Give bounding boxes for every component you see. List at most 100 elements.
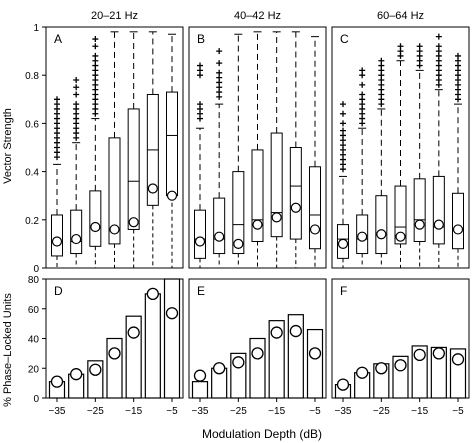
x-tick-label: −5 xyxy=(309,406,321,417)
mean-marker xyxy=(309,224,321,235)
x-tick-label: −15 xyxy=(125,406,142,417)
outlier xyxy=(397,43,404,50)
outlier xyxy=(73,84,80,91)
marker xyxy=(127,326,140,339)
mean-marker xyxy=(271,212,282,223)
mean-marker xyxy=(433,219,444,230)
bar xyxy=(144,293,161,399)
box-body xyxy=(127,108,140,230)
box xyxy=(127,31,140,269)
box xyxy=(70,77,83,269)
box xyxy=(289,31,302,269)
outlier xyxy=(435,33,442,40)
box-body xyxy=(70,209,83,255)
panels: A 20–21 Hz 0 0.2 0.4 0.6 0.8 1 B 40–42 Hz C 60–64 H… xyxy=(25,10,470,417)
box-body xyxy=(108,137,121,245)
mean-marker xyxy=(395,231,406,242)
box xyxy=(51,96,63,269)
marker xyxy=(308,347,322,360)
mean-marker xyxy=(357,231,368,242)
y-axis-label-top: Vector Strength xyxy=(2,108,14,184)
x-tick-label: −5 xyxy=(452,406,464,417)
marker xyxy=(70,368,83,381)
panel-letter: E xyxy=(197,284,205,298)
outlier xyxy=(92,52,99,59)
marker xyxy=(232,356,245,369)
box xyxy=(146,31,159,269)
y-tick-label: 80 xyxy=(28,275,40,286)
marker xyxy=(413,348,426,362)
mean-marker xyxy=(90,221,101,233)
marker xyxy=(213,362,226,375)
mean-marker xyxy=(51,236,63,247)
y-tick-label: 0.8 xyxy=(25,71,39,82)
box xyxy=(337,101,349,269)
outlier xyxy=(197,62,203,69)
outlier xyxy=(92,36,99,43)
outlier xyxy=(378,57,385,64)
marker xyxy=(193,369,207,382)
box-body xyxy=(394,185,407,245)
box xyxy=(394,43,407,269)
marker xyxy=(108,347,121,360)
x-tick-label: −35 xyxy=(49,406,66,417)
panel-A: A 20–21 Hz 0 0.2 0.4 0.6 0.8 1 xyxy=(25,10,184,275)
outlier xyxy=(340,127,346,134)
mean-marker xyxy=(147,183,158,194)
mean-marker xyxy=(414,219,425,230)
panel-letter: C xyxy=(340,32,349,46)
panel-title: 40–42 Hz xyxy=(234,10,281,22)
outlier xyxy=(359,81,366,88)
panel-E: E −35 −25 −15 −5 xyxy=(188,278,327,417)
y-tick-label: 0 xyxy=(33,394,39,405)
box-body xyxy=(251,149,264,242)
x-tick-label: −15 xyxy=(268,406,285,417)
outlier xyxy=(359,67,366,74)
marker xyxy=(165,307,179,320)
box-body xyxy=(289,147,302,240)
outlier xyxy=(359,91,366,98)
bar xyxy=(306,328,324,399)
box xyxy=(309,36,321,269)
box xyxy=(194,62,206,269)
mean-marker xyxy=(376,229,387,240)
box xyxy=(251,31,264,269)
marker xyxy=(375,362,388,375)
mean-marker xyxy=(252,219,263,230)
x-tick-label: −5 xyxy=(166,406,178,417)
box xyxy=(452,52,464,269)
mean-marker xyxy=(233,238,244,249)
y-tick-label: 0.6 xyxy=(25,119,39,130)
box xyxy=(270,31,283,269)
box-body xyxy=(375,195,388,255)
y-tick-label: 40 xyxy=(28,335,40,346)
marker xyxy=(89,363,102,376)
outlier xyxy=(73,77,80,84)
marker xyxy=(394,359,407,372)
bar xyxy=(163,278,181,399)
y-tick-label: 1 xyxy=(33,23,39,34)
box-body xyxy=(452,192,464,250)
mean-marker xyxy=(128,217,139,228)
y-axis-label-bottom: % Phase–Locked Units xyxy=(2,293,14,407)
box-body xyxy=(309,166,321,250)
mean-marker xyxy=(71,233,82,245)
figure-labels: Vector Strength % Phase–Locked Units Mod… xyxy=(2,108,322,441)
outlier xyxy=(73,91,80,98)
y-tick-label: 0.4 xyxy=(25,168,39,179)
x-tick-label: −25 xyxy=(87,406,104,417)
outlier xyxy=(416,43,423,50)
outlier xyxy=(73,101,80,108)
mean-marker xyxy=(166,190,178,201)
x-tick-label: −35 xyxy=(335,406,352,417)
box-body xyxy=(270,132,283,238)
box xyxy=(232,33,245,269)
panel-C: C 60–64 Hz xyxy=(331,10,470,269)
mean-marker xyxy=(290,202,301,213)
box-body xyxy=(166,91,178,197)
x-tick-label: −15 xyxy=(411,406,428,417)
y-tick-label: 0.2 xyxy=(25,216,39,227)
box-body xyxy=(194,209,206,259)
marker xyxy=(336,378,350,391)
box xyxy=(89,36,102,269)
